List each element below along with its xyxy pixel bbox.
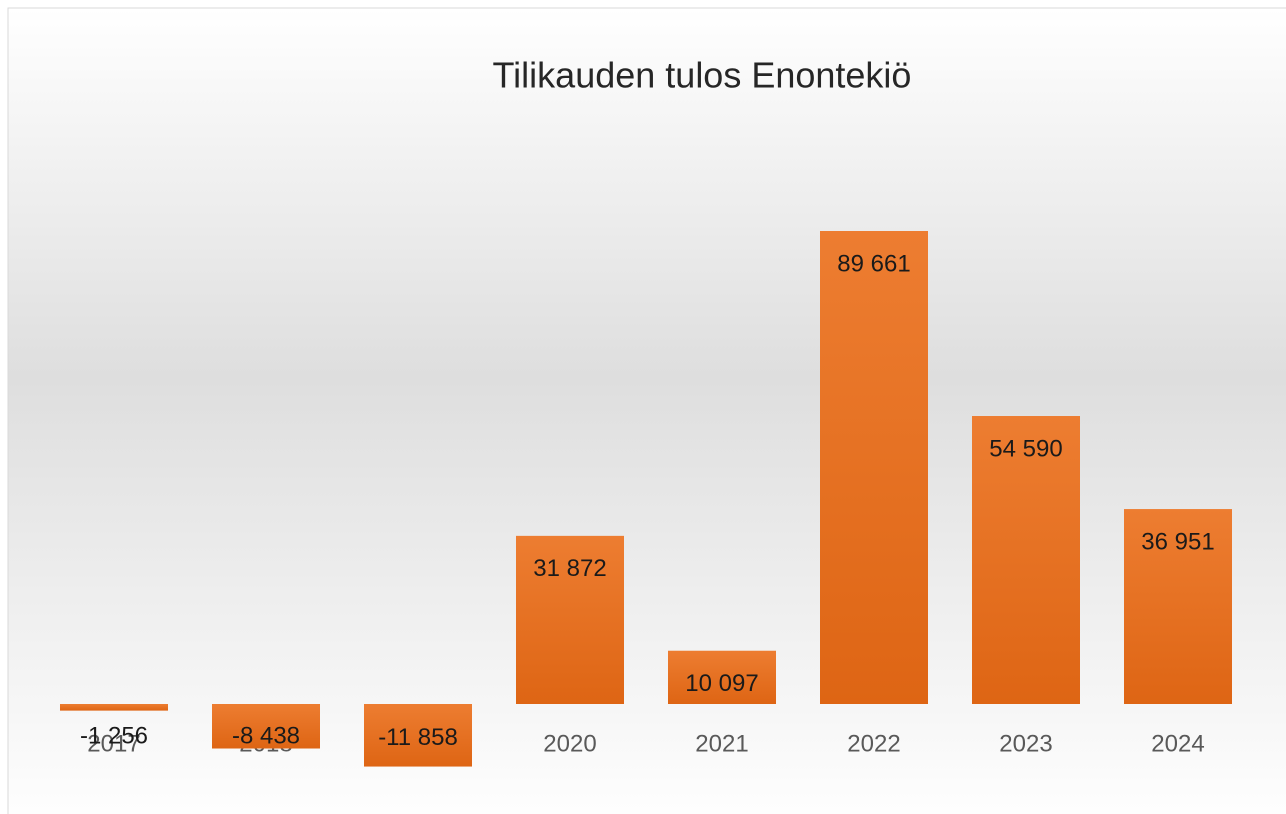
bar (972, 416, 1080, 704)
bar (516, 535, 624, 704)
bar (60, 704, 168, 711)
x-tick-label: 2020 (543, 730, 596, 757)
data-label: 10 097 (685, 670, 758, 697)
x-tick-label: 2022 (847, 730, 900, 757)
data-label: -8 438 (232, 722, 300, 749)
chart-title: Tilikauden tulos Enontekiö (493, 55, 912, 96)
data-label: 31 872 (533, 555, 606, 582)
data-label: -1 256 (80, 722, 148, 749)
chart-area (7, 7, 1286, 814)
bar (820, 231, 928, 704)
bar (364, 704, 472, 767)
data-label: 54 590 (989, 435, 1062, 462)
data-label: 36 951 (1141, 528, 1214, 555)
x-tick-label: 2024 (1151, 730, 1204, 757)
data-label: 89 661 (837, 250, 910, 277)
x-tick-label: 2023 (999, 730, 1052, 757)
x-tick-label: 2017 (87, 730, 140, 757)
data-label: -11 858 (378, 724, 458, 751)
bar (1124, 509, 1232, 704)
bar (212, 704, 320, 749)
bar (668, 650, 776, 704)
x-tick-label: 2021 (695, 730, 748, 757)
